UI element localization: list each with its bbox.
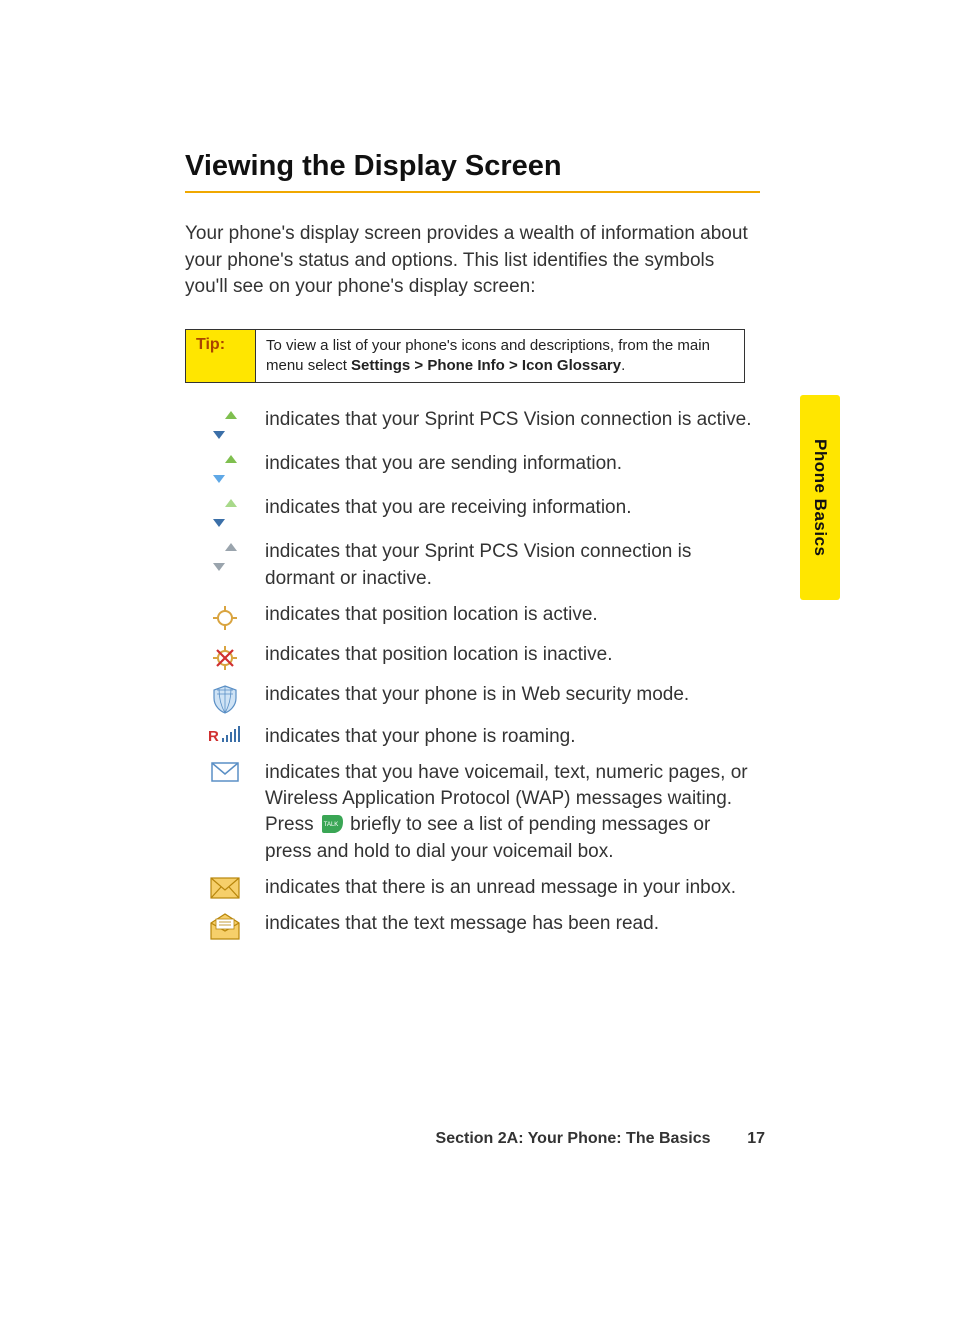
list-item-desc: indicates that you have voicemail, text,…	[265, 760, 760, 865]
list-item: indicates that you have voicemail, text,…	[185, 760, 760, 865]
vision-active-icon	[185, 407, 265, 441]
list-item-desc: indicates that you are sending informati…	[265, 451, 760, 477]
list-item-desc: indicates that there is an unread messag…	[265, 875, 760, 901]
list-item-desc: indicates that your Sprint PCS Vision co…	[265, 539, 760, 591]
icon-glossary-list: indicates that your Sprint PCS Vision co…	[185, 407, 760, 941]
list-item-desc: indicates that your phone is in Web secu…	[265, 682, 760, 708]
tip-body: To view a list of your phone's icons and…	[256, 330, 744, 383]
title-rule	[185, 191, 760, 193]
list-item: indicates that your Sprint PCS Vision co…	[185, 539, 760, 591]
footer-section: Section 2A: Your Phone: The Basics	[436, 1130, 711, 1147]
list-item: R indicates that your phone is roaming.	[185, 724, 760, 750]
list-item-desc: indicates that you are receiving informa…	[265, 495, 760, 521]
receiving-icon	[185, 495, 265, 529]
list-item: indicates that your phone is in Web secu…	[185, 682, 760, 714]
tip-box: Tip: To view a list of your phone's icon…	[185, 329, 745, 384]
list-item: indicates that position location is inac…	[185, 642, 760, 672]
svg-text:R: R	[208, 728, 219, 745]
list-item-desc: indicates that position location is inac…	[265, 642, 760, 668]
list-item-desc: indicates that your phone is roaming.	[265, 724, 760, 750]
list-item: indicates that you are sending informati…	[185, 451, 760, 485]
location-active-icon	[185, 602, 265, 632]
svg-text:TALK: TALK	[324, 822, 339, 828]
page-title: Viewing the Display Screen	[185, 150, 760, 183]
list-item-desc: indicates that your Sprint PCS Vision co…	[265, 407, 760, 433]
page-footer: Section 2A: Your Phone: The Basics 17	[185, 1130, 765, 1148]
message-waiting-icon	[185, 760, 265, 782]
talk-key-icon: TALK	[321, 814, 343, 834]
list-item: indicates that your Sprint PCS Vision co…	[185, 407, 760, 441]
location-inactive-icon	[185, 642, 265, 672]
roaming-icon: R	[185, 724, 265, 746]
list-item: indicates that there is an unread messag…	[185, 875, 760, 901]
tip-body-suffix: .	[621, 357, 625, 374]
unread-message-icon	[185, 875, 265, 899]
footer-page-number: 17	[715, 1130, 765, 1148]
list-item-desc: indicates that position location is acti…	[265, 602, 760, 628]
list-item: indicates that position location is acti…	[185, 602, 760, 632]
list-item-desc: indicates that the text message has been…	[265, 911, 760, 937]
web-security-icon	[185, 682, 265, 714]
sending-icon	[185, 451, 265, 485]
list-item: indicates that you are receiving informa…	[185, 495, 760, 529]
tip-label: Tip:	[186, 330, 256, 383]
tip-body-bold: Settings > Phone Info > Icon Glossary	[351, 357, 621, 374]
intro-paragraph: Your phone's display screen provides a w…	[185, 221, 760, 301]
section-tab-label: Phone Basics	[810, 439, 830, 557]
list-item: indicates that the text message has been…	[185, 911, 760, 941]
read-message-icon	[185, 911, 265, 941]
section-tab: Phone Basics	[800, 395, 840, 600]
vision-dormant-icon	[185, 539, 265, 573]
